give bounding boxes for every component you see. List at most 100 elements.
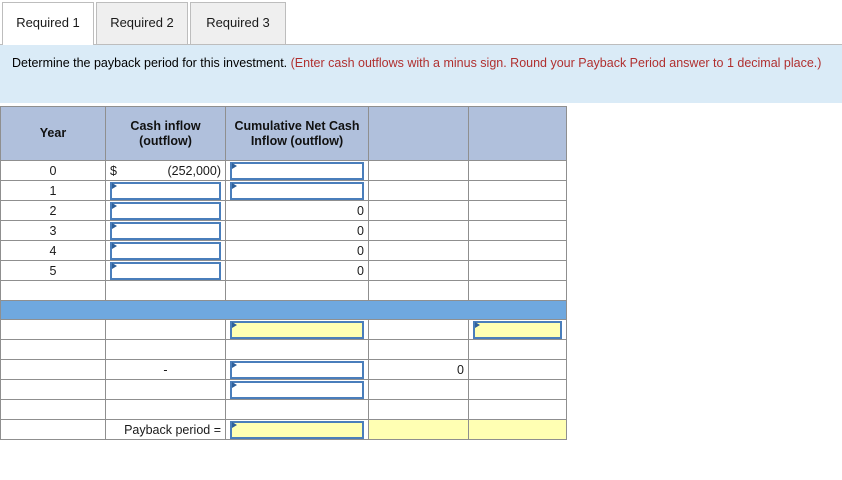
cell-year: 3 [0, 220, 106, 241]
cell-col-d [368, 260, 469, 281]
cash-inflow-input-wrap-3 [110, 221, 221, 240]
cell-cash-inflow [105, 260, 226, 281]
cumulative-input-year-1[interactable] [230, 181, 364, 200]
highlight-input-wrap-1 [230, 320, 364, 339]
payback-period-row: Payback period = [0, 419, 567, 440]
cell-col-e [468, 260, 567, 281]
tab-required-3[interactable]: Required 3 [190, 2, 286, 44]
spacer-cell-inflow [105, 280, 226, 301]
instruction-banner: Determine the payback period for this in… [0, 45, 842, 103]
cash-inflow-input-year-2[interactable] [110, 201, 221, 220]
cumulative-input-wrap-1 [230, 181, 364, 200]
footer-calc-input-1[interactable] [230, 360, 364, 379]
payback-input-wrap [230, 420, 364, 439]
cell-col-e [468, 240, 567, 261]
cell-year: 1 [0, 180, 106, 201]
footer-input-wrap-2 [230, 380, 364, 399]
table-row: 1 [0, 180, 567, 201]
cell-year: 0 [0, 160, 106, 181]
cell-cumulative [225, 160, 369, 181]
cash-inflow-input-year-5[interactable] [110, 261, 221, 280]
spacer-cell-cumulative [225, 280, 369, 301]
blank-cell-e [468, 399, 567, 420]
spacer-cell-e [468, 280, 567, 301]
cell-cash-inflow [105, 220, 226, 241]
payback-period-input[interactable] [230, 420, 364, 439]
cash-inflow-input-wrap-5 [110, 261, 221, 280]
payback-fill-cell-e [468, 419, 567, 440]
instruction-note: (Enter cash outflows with a minus sign. … [290, 56, 822, 70]
cell-year [0, 319, 106, 340]
footer-input-wrap-1 [230, 360, 364, 379]
header-cumulative: Cumulative Net Cash Inflow (outflow) [225, 106, 369, 161]
cell-year: 2 [0, 200, 106, 221]
cell-col-e [468, 379, 567, 400]
table-row: 5 0 [0, 260, 567, 281]
tab-required-2[interactable]: Required 2 [96, 2, 188, 44]
cumulative-input-year-0[interactable] [230, 161, 364, 180]
blank-cell-d [368, 399, 469, 420]
highlighted-answer-input-2[interactable] [473, 320, 562, 339]
cell-col-d [368, 319, 469, 340]
cell-cash-inflow [105, 240, 226, 261]
cell-cumulative [225, 180, 369, 201]
cell-col-e [468, 319, 567, 340]
cash-inflow-input-wrap-1 [110, 181, 221, 200]
cell-cumulative: 0 [225, 260, 369, 281]
footer-calc-input-2[interactable] [230, 380, 364, 399]
cash-inflow-input-year-4[interactable] [110, 241, 221, 260]
cash-inflow-input-year-1[interactable] [110, 181, 221, 200]
spacer-cell-year [0, 280, 106, 301]
payback-fill-cell-d [368, 419, 469, 440]
cell-year [0, 359, 106, 380]
cash-inflow-value: (252,000) [167, 163, 221, 178]
table-blank-row [0, 339, 567, 360]
cell-cumulative [225, 359, 369, 380]
highlight-input-wrap-2 [473, 320, 562, 339]
tab-strip: Required 1 Required 2 Required 3 [0, 0, 842, 45]
cell-cash-inflow [105, 180, 226, 201]
payback-period-label: Payback period = [105, 419, 226, 440]
blank-cell-year [0, 399, 106, 420]
cumulative-input-wrap-0 [230, 161, 364, 180]
highlighted-answer-input-1[interactable] [230, 320, 364, 339]
section-separator-bar [0, 300, 567, 320]
table-spacer-row [0, 280, 567, 301]
table-row: 4 0 [0, 240, 567, 261]
cell-col-d [368, 220, 469, 241]
header-cumulative-line2: Inflow (outflow) [250, 133, 344, 148]
blank-cell-inflow [105, 339, 226, 360]
cell-col-d [368, 160, 469, 181]
blank-cell-e [468, 339, 567, 360]
cell-dash: - [105, 359, 226, 380]
header-cash-inflow-line2: (outflow) [139, 133, 192, 148]
separator-bar-fill [0, 300, 567, 320]
cash-inflow-input-wrap-4 [110, 241, 221, 260]
cell-cumulative: 0 [225, 220, 369, 241]
cell-cash-inflow [105, 379, 226, 400]
cell-year [0, 379, 106, 400]
table-row: 3 0 [0, 220, 567, 241]
tab-required-1[interactable]: Required 1 [2, 2, 94, 45]
tab-strip-underline [0, 44, 842, 45]
tab-required-3-label: Required 3 [206, 15, 270, 30]
blank-cell-d [368, 339, 469, 360]
cell-col-e [468, 220, 567, 241]
currency-symbol: $ [110, 163, 117, 178]
blank-cell-year [0, 339, 106, 360]
cell-cumulative [225, 379, 369, 400]
tab-required-2-label: Required 2 [110, 15, 174, 30]
cell-col-e [468, 160, 567, 181]
tab-required-1-label: Required 1 [16, 15, 80, 30]
blank-cell-cumulative [225, 339, 369, 360]
cash-inflow-input-year-3[interactable] [110, 221, 221, 240]
cell-col-d: 0 [368, 359, 469, 380]
header-col-d [368, 106, 469, 161]
cell-cash-inflow [105, 200, 226, 221]
table-row: - 0 [0, 359, 567, 380]
cell-col-e [468, 180, 567, 201]
cell-cumulative: 0 [225, 240, 369, 261]
cell-cumulative: 0 [225, 200, 369, 221]
header-cash-inflow: Cash inflow (outflow) [105, 106, 226, 161]
cell-cumulative [225, 319, 369, 340]
